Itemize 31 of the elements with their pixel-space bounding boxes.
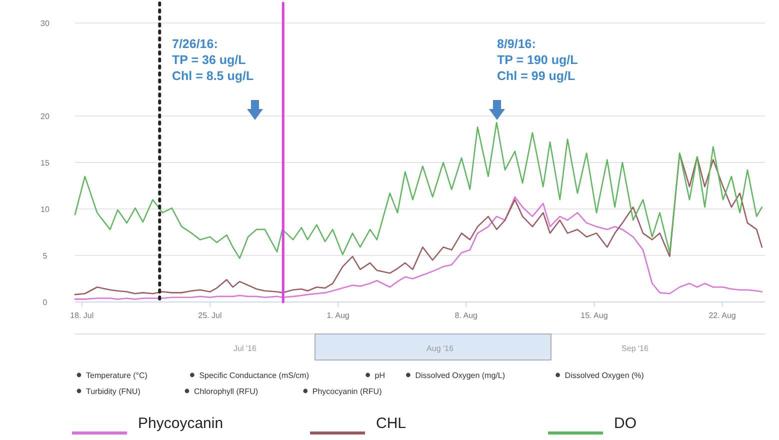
line-series: [74, 196, 763, 300]
x-tick-label: 18. Jul: [70, 311, 94, 320]
text: Dissolved Oxygen (mg/L): [415, 371, 506, 380]
text: Chlorophyll (RFU): [194, 387, 258, 396]
y-tick-label: 5: [42, 252, 48, 260]
x-tick-label: 8. Aug: [454, 311, 478, 320]
annotation: 8/9/16: TP = 190 ug/L Chl = 99 ug/L: [497, 37, 578, 83]
x-tick-label: 1. Aug: [326, 311, 350, 320]
line-series: [74, 122, 763, 259]
x-tick-label: 22. Aug: [708, 311, 736, 320]
y-tick-label: 0: [42, 298, 48, 307]
text: Jul '16: [234, 344, 257, 353]
y-tick-label: 10: [40, 205, 50, 214]
x-tick-label: 25. Jul: [198, 311, 222, 320]
legend-label: Phycoycanin: [138, 415, 224, 432]
y-tick-label: 20: [40, 112, 50, 121]
text: Turbidity (FNU): [86, 387, 141, 396]
legend-label: CHL: [376, 415, 406, 432]
y-tick-label: 30: [40, 19, 50, 28]
text: pH: [374, 371, 386, 380]
line-series: [74, 152, 763, 296]
text: Phycocyanin (RFU): [312, 387, 382, 396]
x-tick-label: 15. Aug: [580, 311, 608, 320]
y-tick-label: 15: [40, 158, 50, 168]
text: Temperature (°C): [86, 371, 148, 380]
text: Specific Conductance (mS/cm): [199, 371, 310, 380]
text: Dissolved Oxygen (%): [564, 371, 644, 380]
annotation: 7/26/16: TP = 36 ug/L Chl = 8.5 ug/L: [172, 37, 254, 83]
text: Aug '16: [426, 344, 454, 353]
legend-label: DO: [614, 415, 636, 432]
text: Sep '16: [622, 344, 649, 353]
